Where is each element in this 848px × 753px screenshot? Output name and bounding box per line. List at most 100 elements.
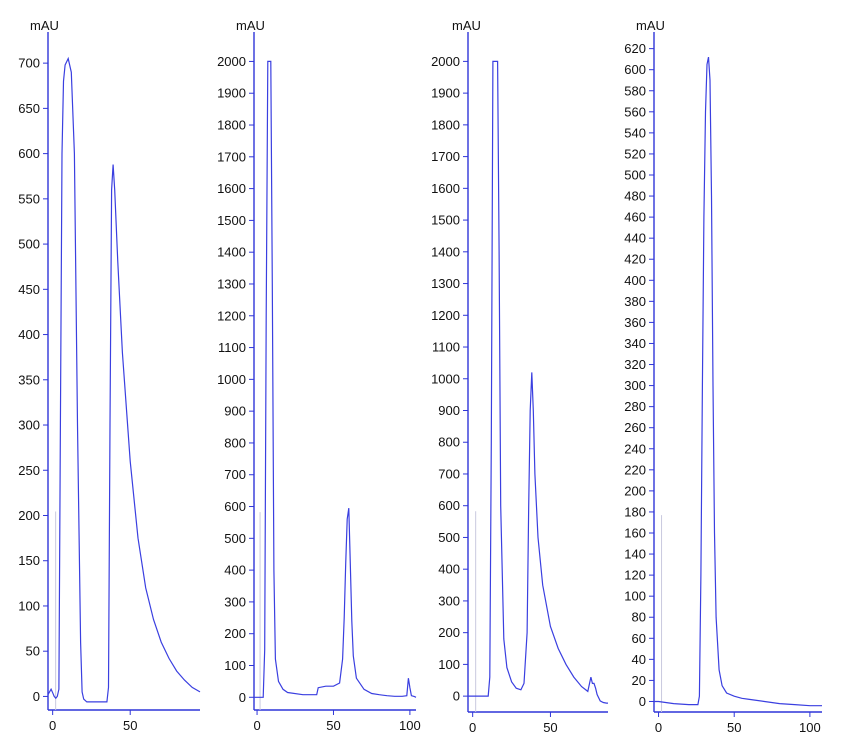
y-tick-label: 1400 (217, 245, 246, 260)
x-tick-label: 100 (399, 718, 421, 733)
y-tick-label: 180 (624, 504, 646, 519)
y-tick-label: 1200 (217, 308, 246, 323)
chart-panel-3: mAU0100200300400500600700800900100011001… (431, 18, 608, 735)
y-tick-label: 1400 (431, 244, 460, 259)
y-tick-label: 100 (18, 598, 40, 613)
y-tick-label: 1700 (217, 149, 246, 164)
y-tick-label: 400 (18, 327, 40, 342)
y-tick-label: 200 (18, 508, 40, 523)
y-tick-label: 200 (224, 626, 246, 641)
y-tick-label: 150 (18, 553, 40, 568)
y-tick-label: 900 (224, 404, 246, 419)
y-tick-label: 80 (632, 610, 646, 625)
y-tick-label: 450 (18, 282, 40, 297)
chart-panel-2: mAU0100200300400500600700800900100011001… (217, 18, 421, 733)
y-tick-label: 1500 (217, 213, 246, 228)
y-tick-label: 600 (624, 62, 646, 77)
y-tick-label: 240 (624, 441, 646, 456)
y-tick-label: 1200 (431, 308, 460, 323)
y-tick-label: 1600 (431, 181, 460, 196)
y-tick-label: 1100 (218, 340, 246, 355)
y-tick-label: 1900 (431, 86, 460, 101)
y-tick-label: 0 (639, 694, 646, 709)
y-tick-label: 2000 (431, 54, 460, 69)
y-tick-label: 500 (18, 237, 40, 252)
y-tick-label: 0 (453, 689, 460, 704)
y-tick-label: 100 (624, 589, 646, 604)
y-axis-unit-label: mAU (452, 18, 481, 33)
y-axis-unit-label: mAU (236, 18, 265, 33)
y-tick-label: 1700 (431, 149, 460, 164)
x-tick-label: 0 (49, 718, 56, 733)
y-tick-label: 400 (224, 563, 246, 578)
x-tick-label: 0 (469, 720, 476, 735)
y-tick-label: 500 (438, 530, 460, 545)
y-tick-label: 1800 (431, 117, 460, 132)
y-tick-label: 500 (224, 531, 246, 546)
y-tick-label: 120 (624, 568, 646, 583)
y-tick-label: 300 (224, 594, 246, 609)
y-tick-label: 250 (18, 463, 40, 478)
y-tick-label: 60 (632, 631, 646, 646)
y-tick-label: 300 (438, 593, 460, 608)
y-tick-label: 220 (624, 462, 646, 477)
y-tick-label: 550 (18, 191, 40, 206)
x-tick-label: 100 (799, 720, 821, 735)
y-tick-label: 300 (18, 418, 40, 433)
chromatogram-trace-1 (654, 56, 822, 707)
y-tick-label: 520 (624, 146, 646, 161)
y-tick-label: 1500 (431, 213, 460, 228)
y-tick-label: 380 (624, 294, 646, 309)
y-tick-label: 1800 (217, 118, 246, 133)
y-tick-label: 100 (438, 657, 460, 672)
y-axis-unit-label: mAU (30, 18, 59, 33)
y-tick-label: 600 (18, 146, 40, 161)
chromatogram-trace-1 (47, 56, 201, 703)
y-tick-label: 140 (624, 547, 646, 562)
y-tick-label: 540 (624, 125, 646, 140)
y-tick-label: 700 (18, 56, 40, 71)
x-tick-label: 50 (543, 720, 557, 735)
y-tick-label: 650 (18, 101, 40, 116)
x-tick-label: 0 (655, 720, 662, 735)
y-tick-label: 20 (632, 673, 646, 688)
y-tick-label: 300 (624, 378, 646, 393)
chromatogram-trace-1 (468, 60, 608, 704)
y-tick-label: 600 (224, 499, 246, 514)
y-tick-label: 40 (632, 652, 646, 667)
y-tick-label: 620 (624, 41, 646, 56)
chart-panel-1: mAU 0 50 100 150 200 250 300 350 400 450 500 550 600 6… (18, 18, 201, 733)
y-tick-label: 400 (624, 273, 646, 288)
y-tick-label: 600 (438, 498, 460, 513)
y-tick-label: 440 (624, 231, 646, 246)
x-tick-label: 50 (123, 718, 137, 733)
y-tick-label: 100 (224, 658, 246, 673)
y-tick-label: 2000 (217, 54, 246, 69)
x-tick-label: 0 (253, 718, 260, 733)
y-axis-unit-label: mAU (636, 18, 665, 33)
chromatogram-trace-1 (254, 60, 417, 698)
y-tick-label: 1000 (217, 372, 246, 387)
y-tick-label: 400 (438, 562, 460, 577)
y-tick-label: 280 (624, 399, 646, 414)
y-tick-label: 340 (624, 336, 646, 351)
y-tick-label: 200 (624, 483, 646, 498)
y-tick-label: 700 (438, 466, 460, 481)
y-tick-label: 0 (239, 690, 246, 705)
y-tick-label: 1600 (217, 181, 246, 196)
y-tick-label: 420 (624, 252, 646, 267)
y-tick-label: 360 (624, 315, 646, 330)
y-tick-label: 160 (624, 525, 646, 540)
y-tick-label: 460 (624, 210, 646, 225)
y-tick-label: 900 (438, 403, 460, 418)
y-tick-label: 50 (26, 644, 40, 659)
x-tick-label: 50 (727, 720, 741, 735)
y-tick-label: 580 (624, 83, 646, 98)
y-tick-label: 1900 (217, 86, 246, 101)
chart-panel-4: mAU 0 20 40 60 80 100 120 140 160 180 200 220 240 260 2… (624, 18, 822, 735)
y-tick-label: 1100 (432, 340, 460, 355)
y-tick-label: 1000 (431, 371, 460, 386)
y-tick-label: 350 (18, 372, 40, 387)
y-tick-label: 1300 (217, 276, 246, 291)
